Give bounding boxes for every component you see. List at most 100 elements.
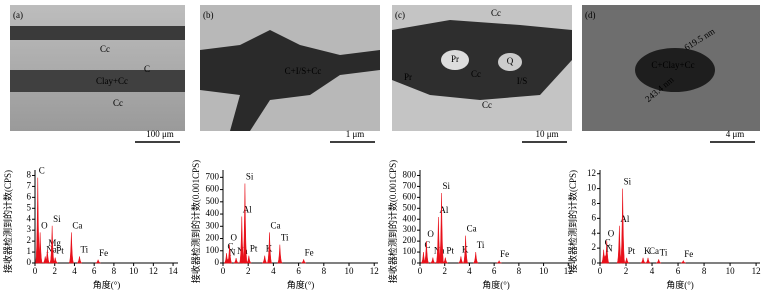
peak [37,232,43,264]
peak [645,257,651,264]
peak [602,255,608,264]
peak [624,257,630,264]
peak-label: Fe [500,249,509,259]
x-tick-label: 10 [345,266,355,276]
y-tick-label: 300 [206,220,220,230]
peak-label: Si [624,177,632,187]
x-axis-label: 角度(°) [287,279,315,290]
scale-label: 10 μm [535,129,558,139]
peak-label: C [605,238,611,248]
peak-label: Al [243,205,252,215]
x-tick-label: 8 [112,266,117,276]
panel-label: (b) [203,10,214,20]
image-d [582,5,760,131]
y-tick-label: 10 [587,183,597,193]
x-tick-label: 6 [296,266,301,276]
y-tick-label: 100 [206,245,220,255]
y-tick-label: 2 [27,235,32,245]
annotation: Q [507,56,514,66]
peak-label: C [424,240,430,250]
annotation: Cc [491,8,501,18]
peak [242,183,248,264]
x-tick-label: 10 [129,266,139,276]
x-axis-label: 角度(°) [666,279,694,290]
annotation: Cc [113,98,123,108]
peak [442,257,448,264]
y-tick-label: 100 [403,246,417,256]
x-tick-label: 4 [467,266,472,276]
peak-label: Ca [72,220,82,230]
peak-label: O [427,229,434,239]
panel-label: (c) [395,10,405,20]
peak-label: Al [620,214,629,224]
x-tick-label: 0 [598,266,603,276]
x-tick-label: 10 [539,266,549,276]
y-tick-label: 0 [592,257,597,267]
y-tick-label: 200 [403,235,417,245]
peak [640,257,646,264]
peak [68,232,75,264]
y-tick-label: 8 [27,170,32,180]
peak [277,244,283,264]
annotation: Clay+Cc [96,76,128,86]
peak-label: O [231,233,238,243]
panel-label: (d) [585,10,596,20]
peak [458,256,464,264]
peak [462,235,469,264]
x-tick-label: 14 [169,266,179,276]
peak [680,259,686,264]
peak-label: Ti [477,240,485,250]
annotation: C [144,64,150,74]
peak-label: Ti [80,244,88,254]
y-tick-label: 6 [27,191,32,201]
peak [52,257,58,264]
peak-label: Ti [660,247,668,257]
annotation: I/S [517,76,528,86]
peak-label: Fe [99,248,108,258]
peak-label: Si [246,172,254,182]
x-tick-label: 12 [752,266,761,276]
peak-label: N [229,247,236,257]
x-tick-label: 0 [418,266,423,276]
x-tick-label: 12 [370,266,379,276]
peak-label: C [228,241,234,251]
peak [473,252,479,264]
x-tick-label: 10 [726,266,736,276]
peak-label: Mg [48,238,61,248]
y-axis-label: 接收器检测到的计数(0.001CPS) [387,160,398,283]
x-tick-label: 2 [624,266,629,276]
x-tick-label: 6 [492,266,497,276]
y-tick-label: 500 [403,202,417,212]
annotation: Cc [100,44,110,54]
y-tick-label: 800 [403,170,417,180]
x-axis-label: 角度(°) [482,279,510,290]
x-tick-label: 6 [92,266,97,276]
peak-label: Si [53,214,61,224]
annotation: Pr [404,72,412,82]
peak [76,256,83,264]
y-tick-label: 600 [403,191,417,201]
peak-label: Pt [250,244,258,254]
x-tick-label: 2 [246,266,251,276]
y-tick-label: 200 [206,233,220,243]
peak-label: Ti [281,233,289,243]
peak-label: Ca [271,220,281,230]
x-tick-label: 8 [702,266,707,276]
y-tick-label: 8 [592,198,597,208]
peak [423,241,430,264]
x-axis-label: 角度(°) [93,279,121,290]
annotation: Cc [482,100,492,110]
scale-label: 100 μm [146,129,174,139]
peak-label: Fe [305,247,314,257]
panel-label: (a) [13,10,23,20]
y-tick-label: 700 [403,180,417,190]
annotation: C+I/S+Cc [285,66,322,76]
peak [226,244,233,264]
peak-label: Ca [467,224,477,234]
y-tick-label: 1 [27,246,32,256]
x-tick-label: 2 [442,266,447,276]
peak-label: Pt [628,246,636,256]
peak [95,259,101,264]
peak [619,188,626,264]
peak-label: Pt [56,246,64,256]
